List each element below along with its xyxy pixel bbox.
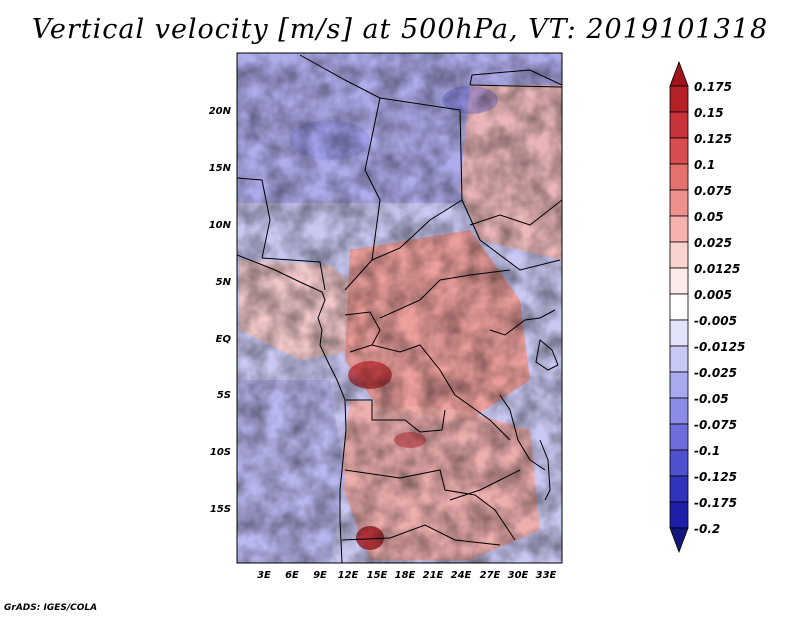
lat-tick-label: EQ bbox=[216, 334, 232, 345]
colorbar-segment bbox=[669, 241, 689, 269]
colorbar-segment bbox=[669, 215, 689, 243]
lat-tick-label: 15S bbox=[210, 504, 231, 515]
border bbox=[449, 469, 521, 501]
lake-malawi bbox=[539, 439, 551, 501]
colorbar-segment bbox=[669, 449, 689, 477]
colorbar-label: 0.005 bbox=[694, 288, 732, 302]
colorbar-segment bbox=[669, 163, 689, 191]
lon-tick-label: 18E bbox=[395, 570, 416, 581]
colorbar-segment bbox=[669, 319, 689, 347]
colorbar-label: 0.125 bbox=[694, 132, 732, 146]
colorbar-segment bbox=[669, 137, 689, 165]
lon-tick-label: 33E bbox=[536, 570, 557, 581]
colorbar-label: 0.025 bbox=[694, 236, 732, 250]
lat-tick-label: 10S bbox=[210, 447, 231, 458]
lake-tanganyika bbox=[499, 394, 546, 471]
lat-tick-label: 20N bbox=[209, 106, 232, 117]
colorbar-label: -0.1 bbox=[694, 444, 720, 458]
colorbar-segment bbox=[669, 345, 689, 373]
lat-tick-label: 5S bbox=[217, 390, 231, 401]
lon-tick-label: 9E bbox=[313, 570, 327, 581]
colorbar-segments bbox=[669, 60, 689, 554]
border bbox=[344, 469, 516, 541]
lon-tick-label: 30E bbox=[508, 570, 529, 581]
border bbox=[469, 199, 562, 226]
colorbar-label: -0.075 bbox=[694, 418, 737, 432]
border bbox=[469, 69, 562, 86]
colorbar-label: 0.15 bbox=[694, 106, 724, 120]
border bbox=[346, 399, 446, 433]
colorbar-segment bbox=[669, 423, 689, 451]
field-texture bbox=[237, 53, 562, 563]
west-coastline bbox=[237, 254, 347, 563]
colorbar-label: -0.025 bbox=[694, 366, 737, 380]
lat-tick-label: 5N bbox=[216, 277, 232, 288]
colorbar-segment bbox=[669, 371, 689, 399]
lon-tick-label: 12E bbox=[338, 570, 359, 581]
border bbox=[469, 84, 562, 88]
border bbox=[371, 344, 511, 441]
colorbar-segment bbox=[669, 60, 689, 87]
lat-tick-label: 10N bbox=[209, 220, 232, 231]
colorbar-segment bbox=[669, 267, 689, 295]
colorbar-label: 0.1 bbox=[694, 158, 715, 172]
colorbar-segment bbox=[669, 111, 689, 139]
lat-tick-label: 15N bbox=[209, 163, 232, 174]
colorbar-segment bbox=[669, 527, 689, 554]
lon-tick-label: 24E bbox=[451, 570, 472, 581]
colorbar-label: -0.125 bbox=[694, 470, 737, 484]
lake-victoria bbox=[535, 339, 559, 371]
colorbar-labels: 0.175 0.15 0.125 0.1 0.075 0.05 0.025 0.… bbox=[694, 80, 745, 536]
border bbox=[344, 311, 381, 353]
colorbar-label: 0.075 bbox=[694, 184, 732, 198]
colorbar-label: 0.175 bbox=[694, 80, 732, 94]
colorbar-segment bbox=[669, 397, 689, 425]
map-frame bbox=[236, 52, 563, 564]
border bbox=[237, 177, 271, 259]
lon-tick-label: 3E bbox=[257, 570, 271, 581]
colorbar-label: -0.2 bbox=[694, 522, 720, 536]
border bbox=[461, 199, 561, 271]
colorbar-label: 0.0125 bbox=[694, 262, 740, 276]
colorbar-label: -0.05 bbox=[694, 392, 729, 406]
colorbar-segment bbox=[669, 85, 689, 113]
colorbar-label: -0.005 bbox=[694, 314, 737, 328]
latitude-axis: 20N 15N 10N 5N EQ 5S 10S 15S bbox=[209, 106, 232, 515]
lon-tick-label: 21E bbox=[423, 570, 444, 581]
border bbox=[371, 97, 463, 261]
border bbox=[341, 524, 501, 546]
colorbar-label: -0.0125 bbox=[694, 340, 745, 354]
colorbar: 0.175 0.15 0.125 0.1 0.075 0.05 0.025 0.… bbox=[669, 60, 745, 554]
grads-credit: GrADS: IGES/COLA bbox=[4, 603, 98, 613]
colorbar-segment bbox=[669, 189, 689, 217]
longitude-axis: 3E 6E 9E 12E 15E 18E 21E 24E 27E 30E 33E bbox=[257, 570, 556, 581]
map-panel bbox=[237, 53, 562, 563]
border bbox=[489, 309, 556, 336]
colorbar-segment bbox=[669, 475, 689, 503]
border bbox=[379, 269, 511, 319]
lon-tick-label: 6E bbox=[285, 570, 299, 581]
colorbar-label: 0.05 bbox=[694, 210, 724, 224]
coastlines-borders bbox=[237, 54, 562, 563]
lon-tick-label: 15E bbox=[367, 570, 388, 581]
colorbar-label: -0.175 bbox=[694, 496, 737, 510]
lon-tick-label: 27E bbox=[480, 570, 501, 581]
chart-title: Vertical velocity [m/s] at 500hPa, VT: 2… bbox=[31, 14, 769, 45]
colorbar-segment bbox=[669, 293, 689, 321]
border bbox=[261, 257, 326, 291]
colorbar-segment bbox=[669, 501, 689, 529]
